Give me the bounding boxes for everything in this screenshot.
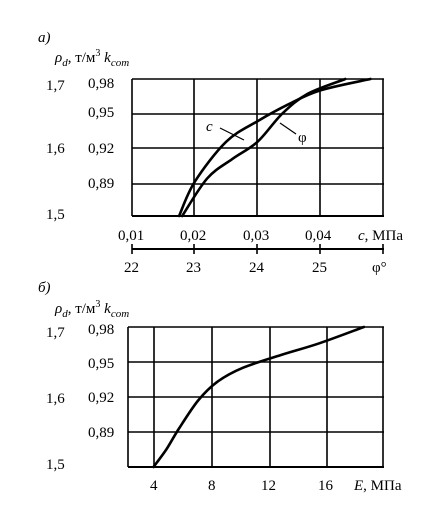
b-yleft-tick-1: 1,7: [46, 325, 65, 341]
a-phi-tick-1: 22: [124, 260, 139, 276]
a-yleft-tick-3: 1,5: [46, 207, 65, 223]
panel-a-ylabel: ρd, т/м3 kcom: [54, 48, 129, 69]
b-yleft-tick-3: 1,5: [46, 457, 65, 473]
a-yright-tick-4: 0,89: [88, 176, 114, 192]
a-phi-tick-2: 23: [186, 260, 201, 276]
a-curve-phi: [180, 77, 347, 218]
a-curve-c-leader: [219, 127, 245, 141]
panel-b-label: б): [38, 280, 51, 296]
b-x-tick-3: 12: [261, 478, 276, 494]
b-x-axis-label: E, МПа: [353, 478, 402, 494]
panel-b: б) ρd, т/м3 kcom 1,7 1,6 1,5 0,98 0,95 0…: [38, 280, 402, 494]
a-curve-c: [177, 77, 372, 218]
a-phi-axis-label: φ°: [372, 260, 387, 276]
b-yleft-tick-2: 1,6: [46, 391, 65, 407]
b-curve-e: [152, 325, 366, 469]
a-curve-phi-leader: [279, 122, 297, 135]
b-x-tick-2: 8: [208, 478, 216, 494]
b-yright-tick-3: 0,92: [88, 390, 114, 406]
a-curve-c-label: c: [206, 119, 213, 135]
b-x-tick-4: 16: [318, 478, 334, 494]
a-phi-tick-3: 24: [249, 260, 265, 276]
b-yright-tick-2: 0,95: [88, 356, 114, 372]
a-c-tick-1: 0,01: [118, 228, 144, 244]
a-phi-tick-4: 25: [312, 260, 327, 276]
a-c-tick-2: 0,02: [180, 228, 206, 244]
a-yleft-tick-2: 1,6: [46, 141, 65, 157]
b-yright-tick-1: 0,98: [88, 322, 114, 338]
a-yleft-tick-1: 1,7: [46, 78, 65, 94]
a-c-axis-label: c, МПа: [358, 228, 403, 244]
a-c-tick-4: 0,04: [305, 228, 332, 244]
a-c-tick-3: 0,03: [243, 228, 269, 244]
a-yright-tick-2: 0,95: [88, 105, 114, 121]
panel-b-ylabel: ρd, т/м3 kcom: [54, 299, 129, 320]
panel-a: а) ρd, т/м3 kcom 1,7 1,6 1,5 0,98 0,95 0…: [38, 30, 403, 276]
a-curve-phi-label: φ: [298, 130, 307, 146]
b-yright-tick-4: 0,89: [88, 425, 114, 441]
a-yright-tick-1: 0,98: [88, 76, 114, 92]
b-x-tick-1: 4: [150, 478, 158, 494]
a-yright-tick-3: 0,92: [88, 141, 114, 157]
panel-a-label: а): [38, 30, 51, 46]
